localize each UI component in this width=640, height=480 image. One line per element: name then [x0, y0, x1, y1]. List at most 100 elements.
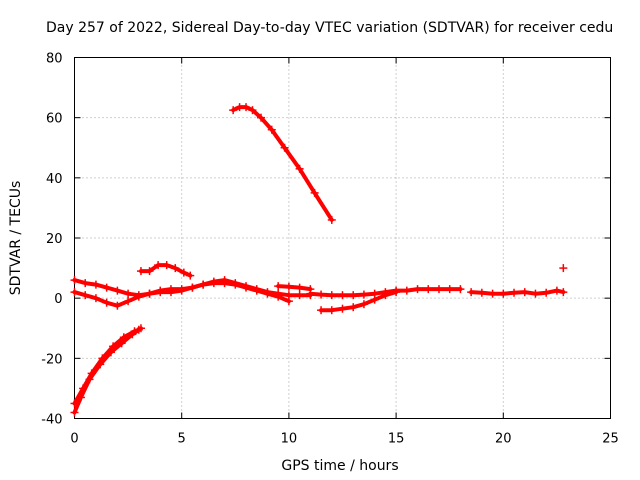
- series-line: [72, 326, 143, 415]
- data-point: [102, 298, 111, 307]
- data-point: [349, 291, 358, 300]
- data-point: [317, 306, 326, 315]
- data-point: [166, 285, 175, 294]
- data-point: [109, 342, 118, 351]
- data-point: [456, 285, 465, 294]
- y-tick-label: -40: [41, 413, 62, 428]
- data-point: [220, 279, 229, 288]
- x-axis-label: GPS time / hours: [281, 458, 398, 474]
- data-point: [124, 297, 133, 306]
- series-track-d: [70, 279, 293, 310]
- data-point: [445, 285, 454, 294]
- data-point: [424, 285, 433, 294]
- x-axis: 0 5 10 15 20 25: [70, 57, 619, 447]
- data-point: [70, 399, 79, 408]
- x-tick-label: 25: [602, 432, 619, 447]
- data-point: [242, 283, 251, 292]
- data-point: [81, 279, 90, 288]
- data-point: [70, 288, 79, 297]
- data-point: [209, 279, 218, 288]
- y-tick-label: 80: [46, 52, 63, 67]
- data-point: [188, 283, 197, 292]
- data-point: [177, 285, 186, 294]
- x-tick-label: 5: [178, 432, 186, 447]
- data-point: [70, 408, 79, 417]
- data-point: [327, 291, 336, 300]
- data-point: [145, 289, 154, 298]
- data-point: [477, 288, 486, 297]
- y-tick-label: 60: [46, 112, 63, 127]
- data-point: [531, 289, 540, 298]
- series-track-g: [274, 282, 315, 294]
- data-point: [284, 297, 293, 306]
- data-point: [295, 283, 304, 292]
- data-point: [179, 268, 188, 277]
- data-point: [113, 286, 122, 295]
- data-point: [488, 289, 497, 298]
- data-point: [252, 286, 261, 295]
- data-point: [295, 291, 304, 300]
- data-point: [124, 289, 133, 298]
- series-line: [72, 327, 141, 406]
- data-point: [559, 264, 568, 273]
- data-point: [338, 291, 347, 300]
- series-track-i: [317, 288, 401, 315]
- series-line: [231, 105, 334, 222]
- x-tick-label: 20: [495, 432, 512, 447]
- data-point: [130, 327, 139, 336]
- x-tick-label: 0: [70, 432, 78, 447]
- data-point: [381, 291, 390, 300]
- data-point: [79, 384, 88, 393]
- data-point: [162, 261, 171, 270]
- data-point: [349, 303, 358, 312]
- data-point: [542, 288, 551, 297]
- series-outlier: [559, 264, 568, 273]
- series-track-f: [229, 103, 336, 224]
- data-point: [242, 103, 251, 112]
- plot-area: [70, 103, 568, 417]
- series-track-b: [70, 325, 143, 408]
- data-point: [274, 282, 283, 291]
- data-point: [248, 106, 257, 115]
- chart-title: Day 257 of 2022, Sidereal Day-to-day VTE…: [46, 20, 613, 36]
- data-point: [327, 306, 336, 315]
- data-point: [156, 286, 165, 295]
- data-point: [359, 300, 368, 309]
- data-point: [154, 261, 163, 270]
- data-point: [359, 290, 368, 299]
- data-point: [186, 271, 195, 280]
- grid: [74, 57, 611, 419]
- data-point: [413, 285, 422, 294]
- data-point: [267, 125, 276, 134]
- data-point: [113, 301, 122, 310]
- data-point: [91, 280, 100, 289]
- data-point: [199, 280, 208, 289]
- data-point: [402, 286, 411, 295]
- data-point: [231, 280, 240, 289]
- x-tick-label: 15: [388, 432, 405, 447]
- data-point: [306, 289, 315, 298]
- data-point: [119, 333, 128, 342]
- data-point: [171, 264, 180, 273]
- series-track-j: [467, 286, 568, 298]
- data-point: [499, 289, 508, 298]
- y-tick-label: 20: [46, 232, 63, 247]
- y-tick-label: 40: [46, 172, 63, 187]
- data-point: [317, 290, 326, 299]
- data-point: [70, 276, 79, 285]
- data-point: [338, 304, 347, 313]
- y-tick-label: -20: [41, 352, 62, 367]
- data-point: [136, 267, 145, 276]
- series-line: [276, 284, 313, 292]
- data-point: [392, 288, 401, 297]
- data-point: [274, 292, 283, 301]
- data-point: [295, 164, 304, 173]
- data-point: [91, 294, 100, 303]
- data-point: [134, 292, 143, 301]
- data-point: [257, 113, 266, 122]
- y-axis-label: SDTVAR / TECUs: [8, 181, 24, 296]
- x-tick-label: 10: [281, 432, 298, 447]
- data-point: [520, 288, 529, 297]
- data-point: [310, 188, 319, 197]
